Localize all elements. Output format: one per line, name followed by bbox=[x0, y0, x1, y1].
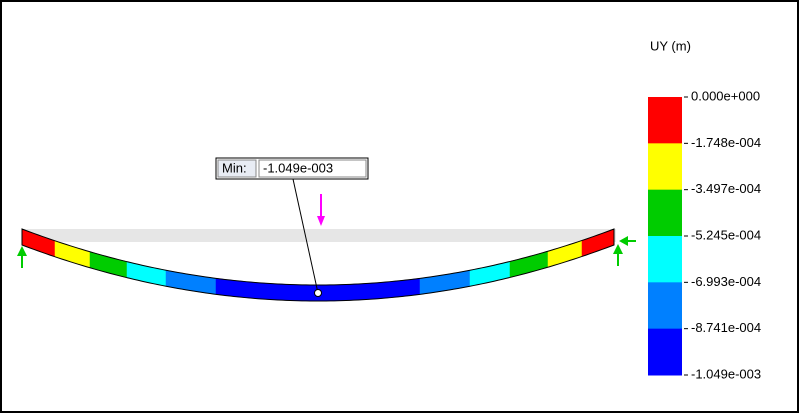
legend-band bbox=[648, 189, 682, 237]
callout-leader bbox=[292, 178, 319, 294]
callout-value-box bbox=[258, 159, 367, 178]
legend-label: -6.993e-004 bbox=[691, 274, 761, 289]
callout-value: -1.049e-003 bbox=[263, 160, 333, 175]
legend-band bbox=[648, 328, 682, 376]
fixture-arrow-head bbox=[619, 236, 628, 246]
legend-label: 0.000e+000 bbox=[691, 88, 760, 103]
legend-band bbox=[648, 97, 682, 144]
callout-label-box bbox=[217, 159, 257, 178]
undeformed-shape bbox=[22, 229, 616, 242]
fixture-arrow-head bbox=[17, 246, 27, 256]
legend-band bbox=[648, 282, 682, 330]
legend-label: -8.741e-004 bbox=[691, 320, 761, 335]
callout-label: Min: bbox=[222, 160, 247, 175]
legend-title: UY (m) bbox=[650, 38, 691, 53]
legend: 0.000e+000 -1.748e-004 -3.497e-004 -5.245e-… bbox=[648, 88, 761, 381]
min-marker bbox=[314, 289, 322, 297]
legend-label: -1.748e-004 bbox=[691, 135, 761, 150]
legend-label: -1.049e-003 bbox=[691, 366, 761, 381]
legend-label: -5.245e-004 bbox=[691, 227, 761, 242]
load-arrow-head bbox=[317, 216, 325, 226]
legend-label: -3.497e-004 bbox=[691, 181, 761, 196]
legend-band bbox=[648, 143, 682, 191]
legend-band bbox=[648, 236, 682, 283]
beam-outline bbox=[21, 228, 615, 302]
fixture-arrow-head bbox=[613, 244, 623, 254]
